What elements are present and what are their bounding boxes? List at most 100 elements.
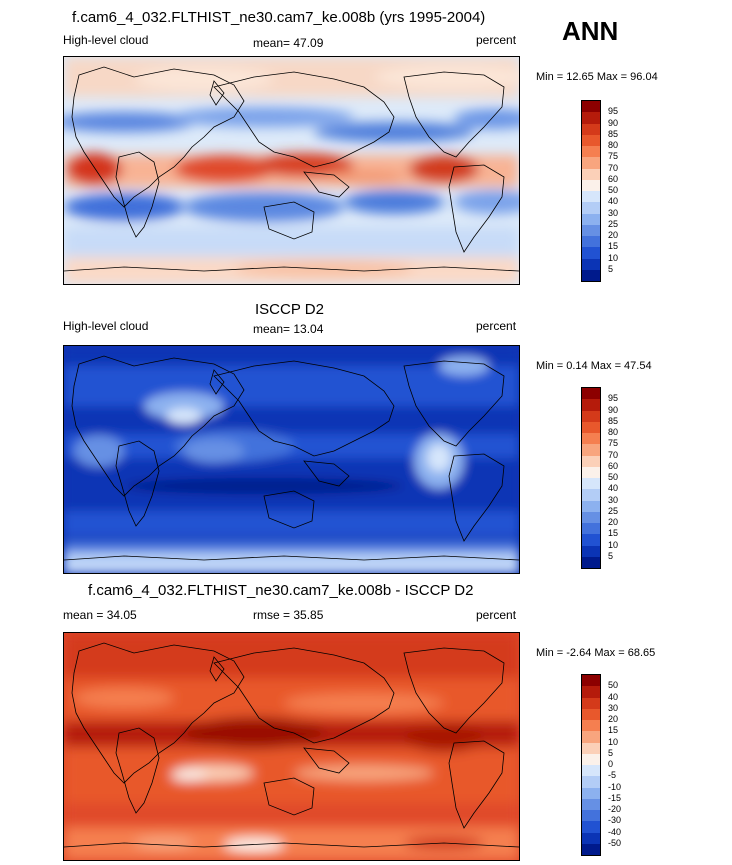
panel2-field xyxy=(64,346,519,573)
colorbar-tick-label: 50 xyxy=(608,185,619,195)
colorbar-swatch xyxy=(582,247,600,259)
colorbar-tick-label: 60 xyxy=(608,173,619,184)
panel2-mean-label: mean= 13.04 xyxy=(253,322,324,336)
colorbar-swatch xyxy=(582,433,600,445)
colorbar-tick-label: 20 xyxy=(608,714,619,724)
panel1-variable-label: High-level cloud xyxy=(63,33,149,47)
colorbar-tick-label: -50 xyxy=(608,837,622,848)
colorbar-swatch xyxy=(582,146,600,158)
colorbar-tick-label: 20 xyxy=(608,517,619,527)
colorbar-tick-label: 75 xyxy=(608,151,619,162)
colorbar-tick-label: 15 xyxy=(608,528,619,539)
colorbar-swatch xyxy=(582,466,600,478)
colorbar-tick-label: 75 xyxy=(608,438,619,449)
colorbar-tick-label: 30 xyxy=(608,494,619,505)
panel2-title: ISCCP D2 xyxy=(255,301,324,318)
colorbar-tick-label: 80 xyxy=(608,427,619,437)
colorbar-tick-label: 10 xyxy=(608,252,619,263)
panel1-coastlines xyxy=(64,66,519,272)
colorbar-swatch xyxy=(582,821,600,833)
colorbar-tick-label: 40 xyxy=(608,196,619,207)
colorbar-swatch xyxy=(582,410,600,422)
panel2-coastlines xyxy=(64,355,519,561)
colorbar-swatch xyxy=(582,399,600,411)
colorbar-swatch xyxy=(582,489,600,501)
colorbar-swatch xyxy=(582,112,600,124)
panel1-map xyxy=(63,56,520,285)
colorbar-swatch xyxy=(582,843,600,855)
colorbar-tick-label: 95 xyxy=(608,393,619,404)
colorbar-tick-label: 15 xyxy=(608,241,619,252)
panel1-field xyxy=(64,57,519,284)
panel2-colorbar xyxy=(581,387,601,569)
panel3-colorbar xyxy=(581,674,601,856)
colorbar-swatch xyxy=(582,832,600,844)
colorbar-tick-label: 40 xyxy=(608,691,619,702)
colorbar-tick-label: 25 xyxy=(608,505,619,516)
colorbar-swatch xyxy=(582,523,600,535)
colorbar-swatch xyxy=(582,511,600,523)
colorbar-tick-label: -20 xyxy=(608,804,622,814)
colorbar-swatch xyxy=(582,798,600,810)
season-label: ANN xyxy=(562,16,619,46)
colorbar-tick-label: 30 xyxy=(608,207,619,218)
colorbar-tick-label: 5 xyxy=(608,550,614,561)
panel2-map xyxy=(63,345,520,574)
colorbar-swatch xyxy=(582,224,600,236)
colorbar-swatch xyxy=(582,134,600,146)
panel3-rmse-label: rmse = 35.85 xyxy=(253,608,324,622)
panel3-units-label: percent xyxy=(476,608,517,622)
colorbar-tick-label: -40 xyxy=(608,826,622,837)
colorbar-tick-label: 70 xyxy=(608,162,619,173)
colorbar-swatch xyxy=(582,545,600,557)
colorbar-swatch xyxy=(582,258,600,270)
colorbar-tick-label: -15 xyxy=(608,792,622,803)
colorbar-swatch xyxy=(582,765,600,777)
colorbar-tick-label: 85 xyxy=(608,128,619,139)
colorbar-tick-label: 50 xyxy=(608,472,619,482)
colorbar-swatch xyxy=(582,236,600,248)
panel1-colorbar xyxy=(581,100,601,282)
colorbar-swatch xyxy=(582,708,600,720)
panel1-title: f.cam6_4_032.FLTHIST_ne30.cam7_ke.008b (… xyxy=(72,9,486,26)
colorbar-tick-label: 70 xyxy=(608,449,619,460)
colorbar-swatch xyxy=(582,101,600,113)
colorbar-tick-label: 85 xyxy=(608,415,619,426)
colorbar-tick-label: -30 xyxy=(608,815,622,826)
colorbar-swatch xyxy=(582,720,600,732)
colorbar-tick-label: 10 xyxy=(608,539,619,550)
colorbar-swatch xyxy=(582,556,600,568)
colorbar-swatch xyxy=(582,686,600,698)
colorbar-tick-label: 50 xyxy=(608,680,619,691)
colorbar-swatch xyxy=(582,697,600,709)
panel3-title: f.cam6_4_032.FLTHIST_ne30.cam7_ke.008b -… xyxy=(88,582,474,599)
panel3-mean-label: mean = 34.05 xyxy=(63,608,137,622)
colorbar-tick-label: 25 xyxy=(608,218,619,229)
colorbar-tick-label: 15 xyxy=(608,725,619,736)
colorbar-swatch xyxy=(582,753,600,765)
panel2-variable-label: High-level cloud xyxy=(63,319,149,333)
colorbar-swatch xyxy=(582,675,600,687)
colorbar-tick-label: 0 xyxy=(608,759,614,769)
colorbar-swatch xyxy=(582,123,600,135)
colorbar-swatch xyxy=(582,776,600,788)
colorbar-swatch xyxy=(582,478,600,490)
colorbar-swatch xyxy=(582,444,600,456)
colorbar-tick-label: 90 xyxy=(608,117,619,128)
colorbar-tick-label: -5 xyxy=(608,770,617,781)
colorbar-swatch xyxy=(582,731,600,743)
colorbar-swatch xyxy=(582,168,600,180)
panel3-field xyxy=(64,633,519,860)
colorbar-tick-label: 5 xyxy=(608,747,614,758)
colorbar-tick-label: 10 xyxy=(608,736,619,747)
colorbar-swatch xyxy=(582,388,600,400)
colorbar-swatch xyxy=(582,179,600,191)
colorbar-swatch xyxy=(582,534,600,546)
colorbar-swatch xyxy=(582,500,600,512)
colorbar-swatch xyxy=(582,202,600,214)
colorbar-tick-label: 5 xyxy=(608,263,614,274)
colorbar-tick-label: 95 xyxy=(608,106,619,117)
panel3-minmax: Min = -2.64 Max = 68.65 xyxy=(536,647,656,659)
colorbar-swatch xyxy=(582,269,600,281)
colorbar-swatch xyxy=(582,787,600,799)
